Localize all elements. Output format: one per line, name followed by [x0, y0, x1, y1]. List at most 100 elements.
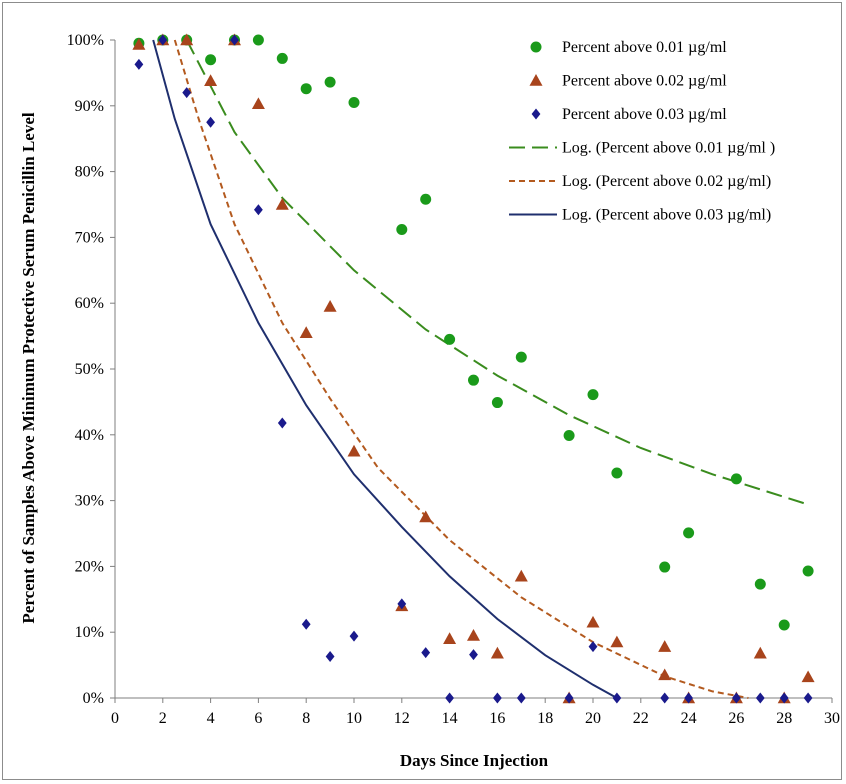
data-point-series-2: [658, 640, 672, 652]
data-point-series-1: [754, 578, 766, 590]
data-point-series-2: [658, 668, 672, 681]
x-tick-label: 10: [346, 710, 362, 727]
data-point-series-2: [801, 670, 815, 683]
data-point-series-3: [134, 58, 144, 70]
data-point-series-3: [779, 692, 789, 704]
x-tick-label: 18: [537, 710, 553, 727]
y-axis: 0% 10% 20% 30% 40% 50% 60% 70% 80% 90% 100%: [67, 32, 116, 707]
data-point-series-1: [324, 76, 336, 88]
data-point-series-3: [301, 618, 311, 630]
data-point-series-2: [275, 198, 289, 210]
data-point-series-1: [276, 52, 288, 64]
y-tick-label: 90%: [75, 98, 104, 115]
data-point-series-1: [587, 389, 599, 401]
data-point-series-1: [420, 193, 432, 205]
trendline-series-4: [185, 39, 809, 506]
legend-label-3: Percent above 0.03 µg/ml: [562, 106, 727, 123]
data-point-series-3: [516, 692, 526, 704]
x-tick-label: 6: [254, 710, 262, 727]
y-tick-label: 100%: [67, 32, 104, 49]
data-point-series-1: [563, 429, 575, 441]
data-point-series-3: [397, 598, 407, 610]
data-point-series-3: [445, 692, 454, 704]
data-point-series-3: [206, 116, 215, 128]
y-tick-label: 50%: [75, 361, 104, 378]
data-point-series-1: [730, 473, 742, 485]
data-point-series-2: [514, 569, 528, 582]
data-point-series-3: [469, 649, 478, 661]
y-axis-title: Percent of Samples Above Minimum Protect…: [19, 112, 38, 623]
data-point-series-2: [443, 632, 457, 644]
legend: Percent above 0.01 µg/ml Percent above 0.…: [509, 39, 775, 224]
x-tick-label: 4: [207, 710, 215, 727]
y-tick-label: 10%: [75, 624, 104, 641]
data-point-series-3: [564, 692, 574, 704]
x-tick-label: 28: [776, 710, 792, 727]
data-point-series-3: [588, 641, 598, 653]
data-point-series-1: [491, 397, 503, 409]
y-tick-label: 80%: [75, 164, 104, 181]
legend-symbol-2: [529, 74, 543, 86]
data-point-series-1: [683, 527, 695, 539]
legend-label-6: Log. (Percent above 0.03 µg/ml): [562, 207, 771, 224]
data-point-series-2: [347, 444, 361, 457]
data-point-series-1: [348, 97, 360, 109]
data-point-series-3: [660, 692, 670, 704]
y-tick-label: 40%: [75, 427, 104, 444]
data-point-series-1: [468, 374, 479, 386]
chart-marks: [132, 33, 815, 704]
data-point-series-1: [778, 619, 790, 631]
y-tick-label: 70%: [75, 229, 104, 246]
x-tick-label: 20: [585, 710, 601, 727]
x-tick-label: 26: [728, 710, 744, 727]
data-point-series-3: [158, 34, 168, 46]
data-point-series-2: [419, 510, 433, 523]
legend-label-2: Percent above 0.02 µg/ml: [562, 73, 727, 90]
x-tick-label: 14: [442, 710, 458, 727]
data-point-series-1: [659, 561, 671, 573]
data-point-series-3: [349, 630, 359, 642]
data-point-series-1: [205, 54, 217, 66]
legend-label-4: Log. (Percent above 0.01 µg/ml ): [562, 140, 775, 157]
data-point-series-2: [753, 646, 767, 659]
x-tick-label: 2: [159, 710, 167, 727]
data-point-series-3: [755, 692, 765, 704]
data-point-series-3: [277, 417, 287, 429]
data-point-series-3: [493, 692, 502, 704]
y-tick-label: 0%: [83, 690, 104, 707]
data-point-series-2: [586, 615, 600, 628]
data-point-series-1: [252, 34, 264, 46]
y-tick-label: 30%: [75, 493, 104, 510]
data-point-series-1: [300, 83, 312, 95]
data-point-series-1: [611, 467, 623, 479]
data-point-series-2: [251, 97, 265, 110]
data-point-series-2: [204, 74, 218, 86]
data-point-series-3: [421, 647, 431, 659]
data-point-series-3: [182, 87, 192, 99]
legend-symbol-3: [531, 108, 541, 120]
data-point-series-1: [444, 333, 456, 345]
trendline-series-6: [152, 39, 618, 699]
data-point-series-3: [803, 692, 813, 704]
x-tick-label: 24: [681, 710, 697, 727]
x-tick-label: 22: [633, 710, 649, 727]
legend-label-1: Percent above 0.01 µg/ml: [562, 39, 727, 56]
data-point-series-2: [467, 628, 480, 641]
data-point-series-2: [610, 635, 624, 648]
data-point-series-1: [515, 351, 527, 363]
data-point-series-3: [684, 692, 693, 704]
x-axis-title: Days Since Injection: [400, 751, 549, 770]
x-tick-label: 30: [824, 710, 840, 727]
x-tick-label: 12: [394, 710, 410, 727]
x-axis: 0 2 4 6 8 10 12 14 16 18 20 22 24 26 28 30: [111, 697, 840, 727]
y-tick-label: 60%: [75, 295, 104, 312]
data-point-series-1: [396, 224, 408, 236]
data-point-series-3: [612, 692, 622, 704]
data-point-series-2: [299, 326, 313, 339]
data-point-series-3: [325, 651, 335, 663]
data-point-series-2: [132, 38, 146, 50]
data-point-series-3: [732, 692, 741, 704]
data-point-series-2: [490, 646, 504, 659]
data-point-series-1: [802, 565, 814, 577]
